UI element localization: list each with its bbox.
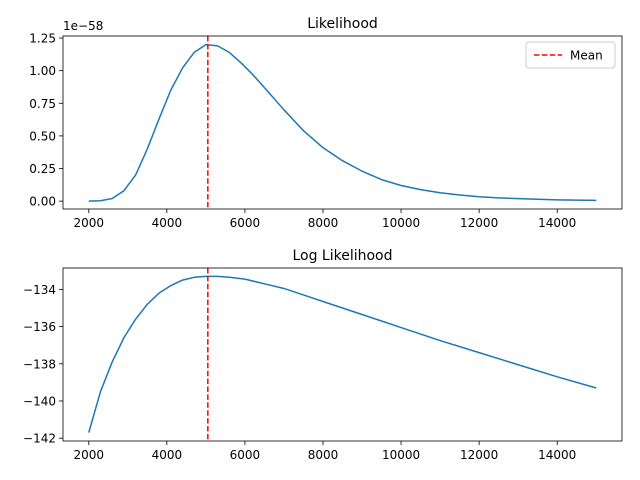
axes-frame (62, 267, 623, 442)
series-line-1 (88, 43, 597, 202)
chart-title: Log Likelihood (292, 248, 392, 264)
x-tick-label: 2000 (73, 448, 104, 462)
legend: Mean (525, 41, 616, 69)
y-tick-label: 0.75 (29, 97, 56, 111)
axes-frame (62, 35, 623, 210)
subplot-2: Log Likelihood 2000 4000 6000 8000 10000 12000… (23, 248, 623, 462)
x-tick-label: 6000 (230, 216, 261, 230)
y-tick-label: 1.25 (29, 32, 56, 46)
y-tick-label: −136 (23, 320, 56, 334)
y-tick-label: −138 (23, 357, 56, 371)
x-tick-label: 14000 (538, 448, 576, 462)
x-tick-label: 10000 (382, 216, 420, 230)
x-tick-label: 12000 (460, 216, 498, 230)
x-tick-label: 2000 (73, 216, 104, 230)
x-tick-label: 4000 (152, 448, 183, 462)
x-tick-label: 8000 (308, 216, 339, 230)
chart-title: Likelihood (307, 16, 378, 32)
x-tick-label: 10000 (382, 448, 420, 462)
y-tick-label: −134 (23, 283, 56, 297)
subplot-1: Likelihood 2000 4000 6000 8000 10000 12000 1400… (29, 16, 623, 230)
series-line-1 (88, 275, 597, 433)
x-tick-label: 8000 (308, 448, 339, 462)
x-tick-label: 6000 (230, 448, 261, 462)
x-tick-label: 4000 (152, 216, 183, 230)
y-tick-label: 0.25 (29, 162, 56, 176)
y-tick-label: −142 (23, 432, 56, 446)
y-tick-label: 0.00 (29, 195, 56, 209)
y-tick-label: 0.50 (29, 129, 56, 143)
y-tick-label: −140 (23, 395, 56, 409)
y-tick-label: 1.00 (29, 64, 56, 78)
plot-area (63, 268, 622, 441)
y-offset-label: 1e−58 (63, 19, 103, 33)
legend-box (525, 41, 616, 69)
legend-label: Mean (570, 49, 603, 63)
x-tick-label: 14000 (538, 216, 576, 230)
x-tick-label: 12000 (460, 448, 498, 462)
